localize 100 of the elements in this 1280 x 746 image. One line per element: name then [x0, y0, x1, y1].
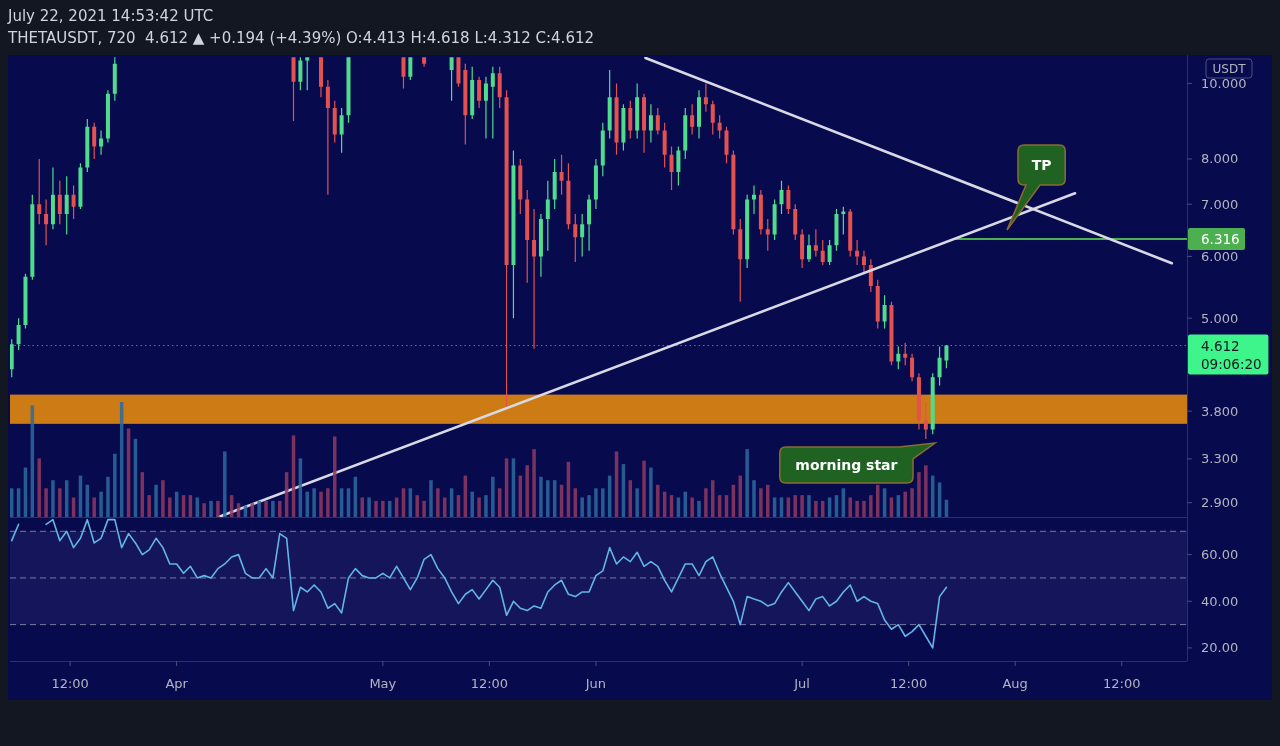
bar [656, 484, 660, 517]
bar [51, 480, 55, 517]
bar [711, 480, 715, 517]
candlestick [50, 167, 55, 230]
bar [848, 497, 852, 517]
candlestick [99, 130, 104, 155]
bar [58, 488, 62, 517]
bar [223, 451, 227, 517]
bar [429, 480, 433, 517]
bar [759, 488, 763, 517]
bar [745, 449, 749, 517]
bar [484, 495, 488, 517]
candlestick [648, 104, 653, 143]
bar [924, 465, 928, 517]
bar [367, 497, 371, 517]
bar [752, 480, 756, 517]
candlestick [806, 234, 811, 263]
candlestick [587, 194, 592, 251]
bar [278, 500, 282, 517]
bar [271, 500, 275, 517]
ref-line-label: 6.316 [1201, 231, 1240, 248]
x-tick-label: 12:00 [470, 675, 509, 691]
bar [690, 497, 694, 517]
bar [704, 488, 708, 517]
bar [470, 491, 474, 517]
bar [793, 495, 797, 517]
text: 09:06:20 [1201, 355, 1262, 372]
ref-line-label: 4.612 [1201, 337, 1240, 354]
bar [106, 476, 110, 517]
bar [312, 488, 316, 517]
bar [903, 491, 907, 517]
y-tick-label: 6.000 [1201, 248, 1239, 264]
candlestick [422, 57, 427, 67]
bar [436, 488, 440, 517]
y-tick-label: 40.00 [1201, 593, 1239, 609]
bar [814, 500, 818, 517]
y-tick-label: 3.800 [1201, 403, 1239, 419]
candlestick [532, 209, 537, 349]
bar [168, 497, 172, 517]
bar [147, 495, 151, 517]
x-tick-label: Aug [1002, 675, 1028, 691]
chart-title: July 22, 2021 14:53:42 UTC [7, 7, 214, 25]
bar [360, 497, 364, 517]
bar [649, 467, 653, 517]
y-tick-label: 10.000 [1201, 75, 1247, 91]
y-tick-label: 3.300 [1201, 451, 1239, 467]
bar [580, 497, 584, 517]
bar [869, 495, 873, 517]
bar [209, 500, 213, 517]
bar [381, 500, 385, 517]
bar [154, 484, 158, 517]
bar [800, 495, 804, 517]
y-tick-label: 8.000 [1201, 151, 1239, 167]
bar [264, 500, 268, 517]
x-tick-label: Jun [584, 675, 607, 691]
bar [697, 500, 701, 517]
bar [910, 488, 914, 517]
bar [319, 491, 323, 517]
bar [862, 500, 866, 517]
bar [37, 458, 41, 517]
bar [491, 476, 495, 517]
bar [44, 488, 48, 517]
candlestick [855, 239, 860, 265]
y-tick-label: 60.00 [1201, 547, 1239, 563]
bar [477, 497, 481, 517]
bar [422, 500, 426, 517]
x-tick-label: Apr [165, 675, 189, 691]
bar [326, 488, 330, 517]
bar [161, 480, 165, 517]
bar [635, 488, 639, 517]
bar [601, 488, 605, 517]
bar [587, 495, 591, 517]
bar [807, 495, 811, 517]
bar [257, 500, 261, 517]
bar [532, 449, 536, 517]
candlestick [642, 93, 647, 153]
annotation: morning star [795, 457, 898, 473]
bar [594, 488, 598, 517]
candlestick [483, 76, 488, 139]
bar [539, 476, 543, 517]
bar [546, 480, 550, 517]
bar [99, 491, 103, 517]
y-tick-label: 5.000 [1201, 310, 1239, 326]
bar [917, 472, 921, 517]
bar [525, 465, 529, 517]
candlestick [44, 199, 49, 246]
chart-subtitle: THETAUSDT, 720 4.612 ▲ +0.194 (+4.39%) O:4.413 H:4.618 L:4.312 C:4.612 [7, 29, 595, 47]
bar [415, 495, 419, 517]
y-tick-label: 7.000 [1201, 196, 1239, 212]
bar [374, 500, 378, 517]
y-axis-title: USDT [1212, 61, 1247, 76]
bar [642, 460, 646, 517]
x-tick-label: 12:00 [51, 675, 89, 691]
bar [216, 500, 220, 517]
bar [855, 500, 859, 517]
y-tick-label: 20.00 [1201, 640, 1239, 656]
candlestick [861, 250, 866, 274]
y-tick-label: 2.900 [1201, 495, 1239, 511]
bar [202, 503, 206, 517]
bar [92, 497, 96, 517]
